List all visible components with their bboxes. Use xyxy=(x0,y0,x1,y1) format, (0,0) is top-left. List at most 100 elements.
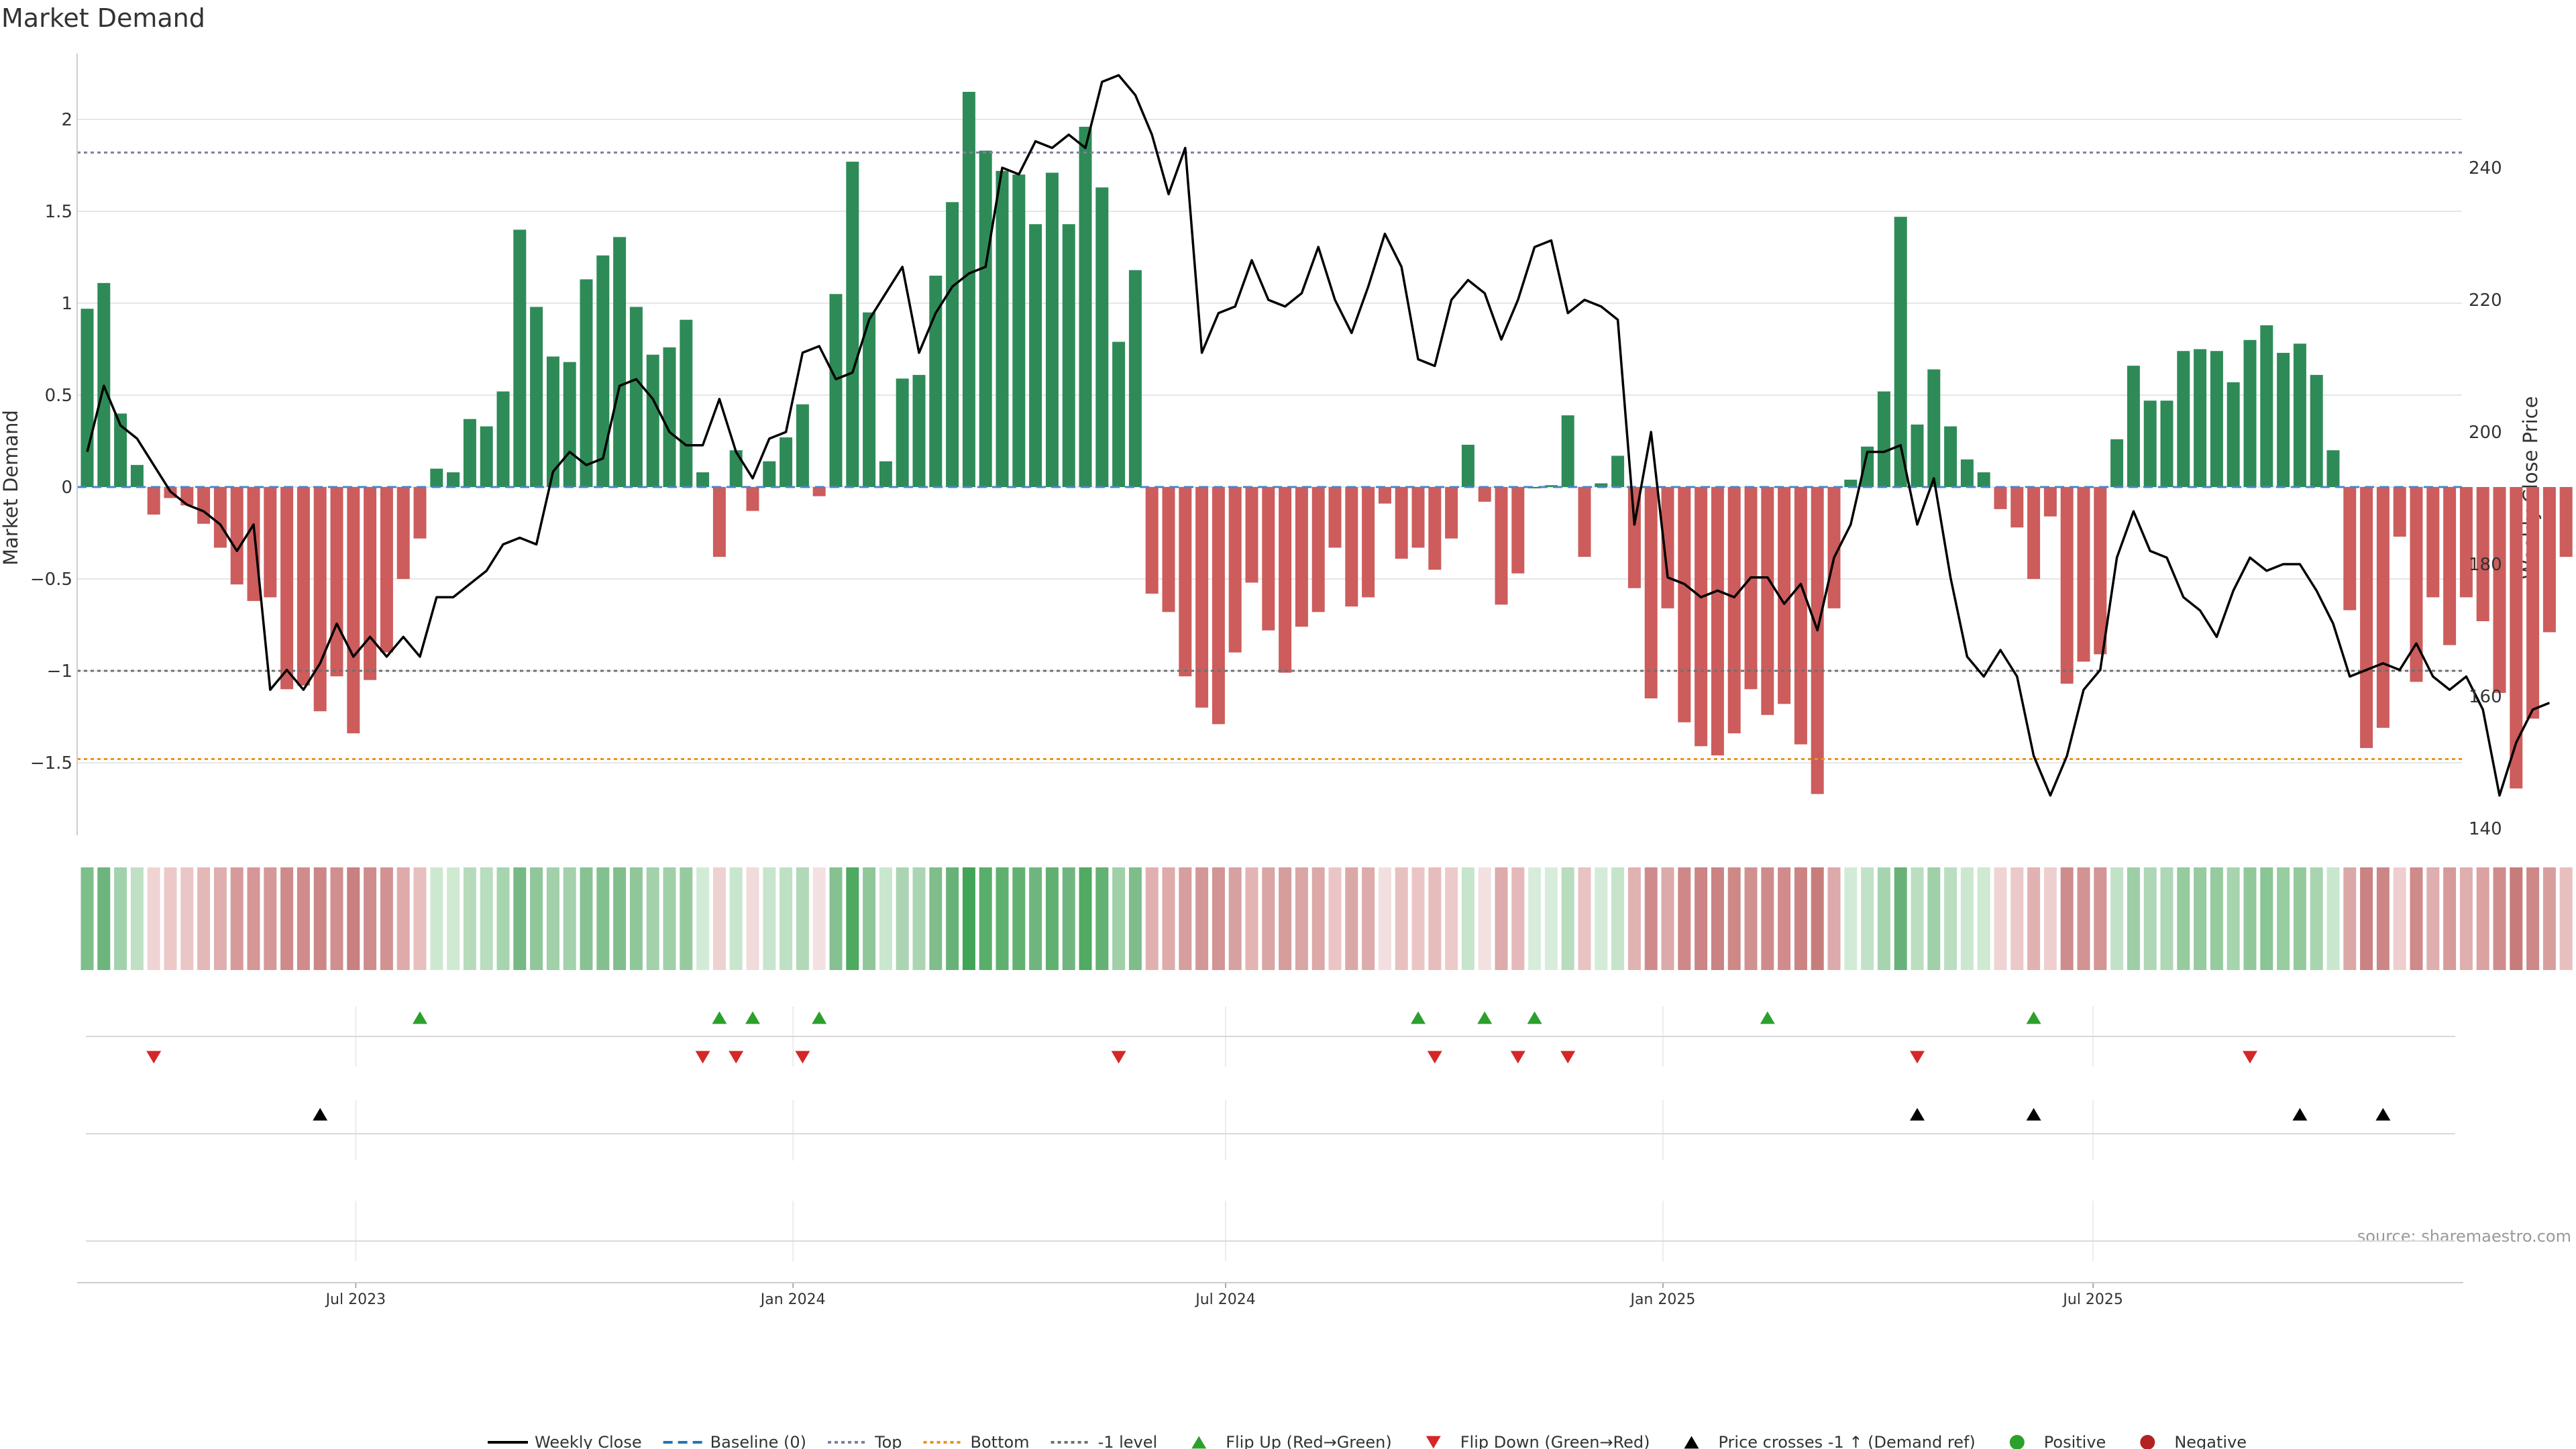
demand-bar-negative xyxy=(1245,487,1258,583)
demand-bar-positive xyxy=(2177,351,2190,487)
demand-bar-positive xyxy=(663,347,676,487)
demand-bar-negative xyxy=(297,487,310,686)
demand-bar-positive xyxy=(1844,480,1858,487)
legend-label: Price crosses -1 ↑ (Demand ref) xyxy=(1719,1433,1976,1449)
demand-bar-positive xyxy=(2110,439,2124,487)
heat-cell xyxy=(1827,867,1841,970)
heat-cell xyxy=(1112,867,1126,970)
legend-swatch-triangle-up xyxy=(1191,1436,1207,1449)
heat-cell xyxy=(2343,867,2357,970)
heat-cell xyxy=(1561,867,1574,970)
demand-bar-positive xyxy=(962,91,975,487)
heat-cell xyxy=(1877,867,1890,970)
y-tick-label: −1 xyxy=(47,661,72,682)
demand-bar-positive xyxy=(1544,485,1558,487)
demand-bar-negative xyxy=(1279,487,1292,673)
demand-bar-positive xyxy=(729,450,743,487)
heat-cell xyxy=(1794,867,1807,970)
demand-bar-negative xyxy=(2526,487,2540,719)
demand-bar-positive xyxy=(912,374,926,487)
heat-cell xyxy=(1944,867,1957,970)
flip-up-marker xyxy=(812,1011,827,1024)
demand-bar-positive xyxy=(1528,487,1542,488)
flip-down-marker xyxy=(695,1051,710,1064)
demand-bar-positive xyxy=(2127,366,2140,487)
demand-bar-negative xyxy=(1695,487,1708,747)
demand-bar-positive xyxy=(946,202,959,487)
heat-cell xyxy=(962,867,975,970)
flip-down-marker xyxy=(1427,1051,1442,1064)
y-tick-label: 1.5 xyxy=(45,202,72,222)
demand-bar-negative xyxy=(1994,487,2007,509)
demand-bar-positive xyxy=(829,294,843,487)
heat-cell xyxy=(1528,867,1542,970)
heat-cell xyxy=(680,867,693,970)
heat-cell xyxy=(2510,867,2523,970)
flip-up-marker xyxy=(1477,1011,1493,1024)
heat-cell xyxy=(2277,867,2290,970)
demand-bar-negative xyxy=(2443,487,2457,645)
legend-swatch-dot xyxy=(2140,1435,2155,1449)
legend-item: Baseline (0) xyxy=(663,1433,806,1449)
heat-cell xyxy=(2443,867,2457,970)
demand-bar-negative xyxy=(746,487,759,511)
demand-bar-positive xyxy=(696,472,710,487)
heat-cell xyxy=(746,867,759,970)
flip-down-marker xyxy=(1111,1051,1126,1064)
legend-item: Negative xyxy=(2140,1433,2247,1449)
heat-cell xyxy=(696,867,710,970)
heat-cell xyxy=(1395,867,1408,970)
demand-bar-positive xyxy=(1128,270,1142,487)
flip-down-marker xyxy=(1510,1051,1525,1064)
heat-cell xyxy=(1994,867,2007,970)
price-cross-marker xyxy=(1910,1108,1925,1121)
flip-up-marker xyxy=(413,1011,427,1024)
legend-item: Positive xyxy=(2009,1433,2106,1449)
demand-bar-negative xyxy=(812,487,826,496)
y-tick-label: −0.5 xyxy=(30,570,72,590)
legend-item: -1 level xyxy=(1051,1433,1157,1449)
heat-cell xyxy=(1378,867,1391,970)
price-cross-marker xyxy=(2375,1108,2391,1121)
legend: Weekly Close Baseline (0) Top Bottom -1 leve… xyxy=(488,1433,2247,1449)
demand-bar-positive xyxy=(1611,455,1625,487)
x-tick-label: Jul 2024 xyxy=(1194,1291,1256,1308)
heat-cell xyxy=(812,867,826,970)
demand-bar-negative xyxy=(197,487,211,524)
demand-bar-negative xyxy=(2559,487,2573,557)
demand-bar-positive xyxy=(447,472,460,487)
demand-bar-negative xyxy=(1478,487,1491,502)
x-tick-label: Jan 2024 xyxy=(759,1291,826,1308)
demand-bar-positive xyxy=(879,461,892,487)
heat-cell xyxy=(447,867,460,970)
heat-cell xyxy=(1911,867,1924,970)
demand-bar-negative xyxy=(1295,487,1308,627)
weekly-close-line xyxy=(86,74,2551,797)
heat-cell xyxy=(596,867,610,970)
y-tick-label: 1 xyxy=(61,294,72,314)
heat-cell xyxy=(1495,867,1508,970)
demand-bar-negative xyxy=(280,487,294,690)
flip-up-marker xyxy=(745,1011,760,1024)
heat-cell xyxy=(1744,867,1758,970)
heat-cell xyxy=(1212,867,1225,970)
heat-cell xyxy=(2526,867,2540,970)
demand-bar-negative xyxy=(2393,487,2406,537)
heat-cell xyxy=(2110,867,2124,970)
demand-bar-negative xyxy=(712,487,726,557)
level-lines xyxy=(77,151,2462,761)
heat-cell xyxy=(912,867,926,970)
heat-cell xyxy=(330,867,343,970)
legend-swatch-triangle-down xyxy=(1426,1436,1441,1449)
demand-bar-positive xyxy=(496,391,510,487)
demand-bars xyxy=(80,91,2573,794)
demand-bar-negative xyxy=(1411,487,1425,548)
heat-cell xyxy=(2426,867,2440,970)
chart-title: Market Demand xyxy=(1,3,205,33)
flip-down-marker xyxy=(795,1051,810,1064)
demand-bar-positive xyxy=(546,356,559,487)
heat-cell xyxy=(496,867,510,970)
heat-cell xyxy=(2542,867,2556,970)
legend-label: Negative xyxy=(2174,1433,2247,1449)
heat-cell xyxy=(530,867,543,970)
